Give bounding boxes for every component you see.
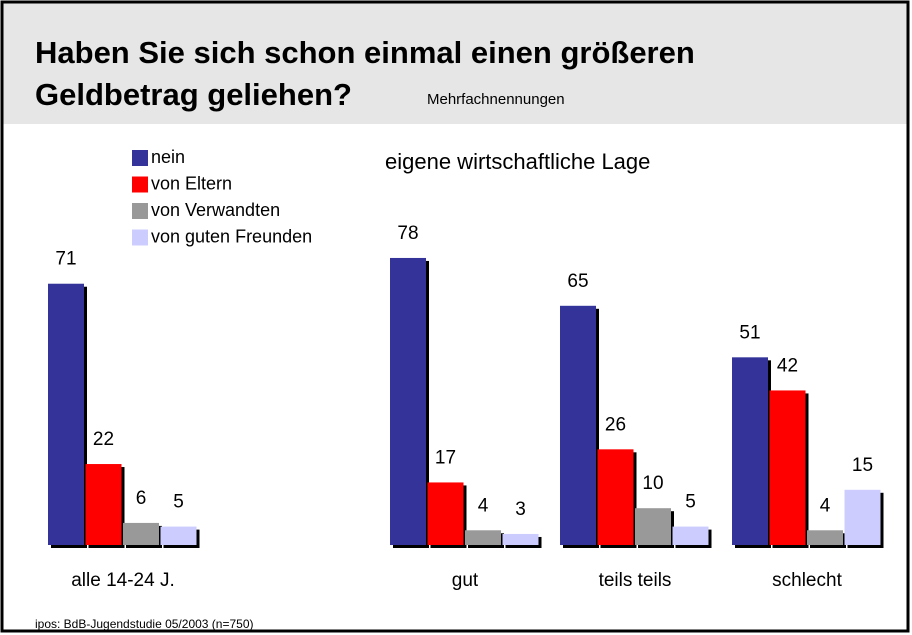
x-tick-label: gut bbox=[452, 570, 479, 591]
data-label: 71 bbox=[55, 249, 76, 270]
data-label: 3 bbox=[515, 499, 526, 520]
bar bbox=[85, 464, 122, 545]
bar bbox=[390, 257, 426, 545]
x-tick-label: teils teils bbox=[599, 570, 672, 591]
data-label: 6 bbox=[136, 488, 147, 509]
data-label: 22 bbox=[93, 429, 114, 450]
data-label: 5 bbox=[685, 492, 696, 513]
data-label: 15 bbox=[852, 455, 873, 476]
bar bbox=[672, 526, 709, 545]
source: ipos: BdB-Jugendstudie 05/2003 (n=750) bbox=[35, 617, 254, 631]
bar bbox=[732, 357, 768, 545]
bar bbox=[48, 283, 84, 545]
subtitle: Mehrfachnennungen bbox=[427, 91, 565, 108]
data-label: 51 bbox=[739, 322, 760, 343]
bar bbox=[502, 533, 539, 545]
chart-title: Geldbetrag geliehen? bbox=[35, 77, 352, 112]
bar bbox=[560, 305, 596, 545]
data-label: 4 bbox=[478, 495, 489, 516]
x-tick-label: alle 14-24 J. bbox=[71, 570, 175, 591]
chart-title: Haben Sie sich schon einmal einen größer… bbox=[35, 35, 695, 70]
bar bbox=[635, 508, 671, 545]
data-label: 42 bbox=[777, 355, 798, 376]
bar bbox=[807, 530, 843, 545]
legend-swatch bbox=[132, 229, 148, 246]
data-label: 78 bbox=[397, 223, 418, 244]
data-label: 17 bbox=[435, 447, 456, 468]
annotation: eigene wirtschaftliche Lage bbox=[385, 149, 650, 174]
bar bbox=[427, 482, 464, 545]
legend-label: von Verwandten bbox=[151, 200, 280, 220]
x-tick-label: schlecht bbox=[772, 570, 842, 591]
legend-label: von Eltern bbox=[151, 173, 232, 193]
data-label: 65 bbox=[567, 271, 588, 292]
title-band bbox=[2, 2, 908, 124]
legend-label: von guten Freunden bbox=[151, 226, 312, 246]
bar bbox=[160, 526, 197, 545]
bar bbox=[465, 530, 501, 545]
data-label: 5 bbox=[173, 492, 184, 513]
bar bbox=[844, 489, 881, 545]
data-label: 4 bbox=[820, 495, 831, 516]
data-label: 26 bbox=[605, 414, 626, 435]
bar bbox=[123, 522, 159, 545]
legend-swatch bbox=[132, 150, 148, 166]
legend-swatch bbox=[132, 176, 148, 193]
data-label: 10 bbox=[642, 473, 663, 494]
bar bbox=[597, 449, 634, 545]
legend-swatch bbox=[132, 203, 148, 219]
legend-label: nein bbox=[151, 147, 185, 167]
bar bbox=[769, 390, 806, 545]
